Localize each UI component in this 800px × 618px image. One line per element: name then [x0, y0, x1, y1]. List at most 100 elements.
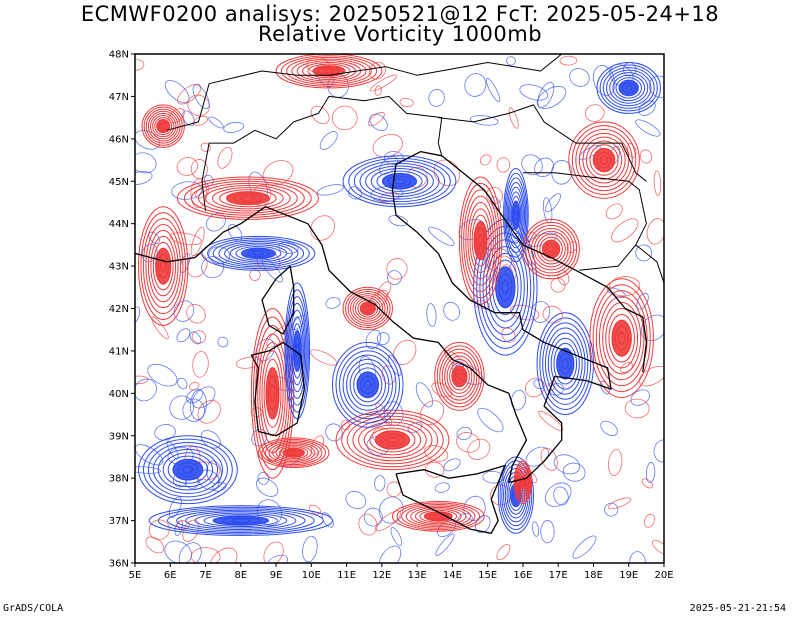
negative-vorticity-feature — [138, 435, 238, 505]
noise-contour — [374, 475, 386, 492]
noise-contour — [190, 389, 207, 421]
noise-contour — [374, 85, 382, 96]
positive-vorticity-feature — [391, 500, 485, 532]
noise-contour — [135, 378, 157, 402]
noise-contour — [505, 232, 523, 243]
noise-contour — [255, 477, 279, 497]
noise-contour — [393, 339, 417, 366]
noise-contour — [209, 547, 238, 563]
noise-contour — [540, 520, 555, 544]
noise-contour — [544, 482, 572, 507]
lat-tick-label: 43N — [109, 262, 129, 273]
lat-tick-label: 46N — [109, 134, 129, 145]
noise-contour — [135, 152, 157, 174]
noise-contour — [369, 74, 398, 92]
noise-contour — [600, 380, 610, 395]
noise-contour — [135, 466, 161, 474]
noise-contour — [187, 94, 210, 117]
noise-contour — [470, 115, 499, 126]
noise-contour — [173, 300, 195, 322]
lon-tick-label: 7E — [199, 570, 212, 581]
noise-contour — [179, 252, 191, 273]
noise-contour — [496, 157, 511, 173]
noise-contour — [639, 149, 653, 164]
negative-vorticity-feature — [331, 341, 404, 428]
map-subtitle: Relative Vorticity 1000mb — [257, 22, 543, 46]
noise-contour — [399, 97, 414, 108]
noise-contour — [325, 297, 341, 309]
noise-contour — [257, 471, 270, 485]
noise-contour — [302, 535, 318, 563]
noise-contour — [386, 258, 408, 280]
noise-contour — [201, 256, 225, 279]
noise-contour — [463, 495, 486, 521]
lon-tick-label: 11E — [337, 570, 356, 581]
positive-vorticity-feature — [335, 409, 450, 471]
noise-contour — [331, 105, 358, 131]
positive-vorticity-feature — [513, 460, 533, 505]
noise-contour — [624, 398, 650, 419]
lon-tick-label: 13E — [408, 570, 427, 581]
noise-contour — [319, 131, 338, 150]
noise-contour — [464, 73, 487, 97]
noise-contour — [611, 218, 639, 243]
lat-tick-label: 36N — [109, 559, 129, 570]
noise-contour — [148, 231, 160, 244]
noise-contour — [135, 59, 145, 71]
noise-contour — [407, 422, 423, 433]
noise-contour — [641, 478, 654, 489]
noise-contour — [363, 507, 383, 527]
plot-area — [135, 54, 664, 563]
noise-contour — [197, 400, 221, 424]
positive-vorticity-feature — [568, 121, 640, 199]
noise-contour — [278, 241, 299, 254]
negative-vorticity-feature — [503, 168, 529, 263]
noise-contour — [559, 55, 578, 66]
noise-contour — [223, 121, 245, 133]
noise-contour — [345, 491, 367, 510]
lon-tick-label: 20E — [654, 570, 673, 581]
coastline — [261, 265, 295, 335]
noise-contour — [435, 533, 455, 556]
noise-contour — [553, 486, 569, 506]
noise-contour — [643, 513, 655, 528]
lon-tick-label: 16E — [513, 570, 532, 581]
noise-contour — [428, 226, 455, 246]
noise-contour — [510, 389, 526, 411]
noise-contour — [496, 544, 511, 561]
noise-contour — [341, 419, 351, 431]
noise-contour — [456, 426, 472, 441]
noise-contour — [191, 330, 207, 344]
noise-contour — [217, 336, 229, 348]
noise-contour — [545, 193, 561, 213]
noise-contour — [648, 75, 664, 98]
noise-contour — [208, 116, 224, 129]
noise-contour — [316, 184, 344, 196]
coastline — [395, 464, 506, 534]
noise-contour — [208, 246, 231, 265]
noise-contour — [189, 331, 202, 345]
negative-vorticity-feature — [148, 505, 333, 536]
noise-contour — [482, 470, 504, 484]
noise-contour — [177, 377, 188, 390]
negative-vorticity-feature — [536, 312, 594, 416]
noise-contour — [367, 111, 385, 127]
noise-contour — [455, 432, 481, 453]
positive-vorticity-feature — [434, 341, 485, 411]
noise-contour — [584, 104, 605, 122]
lat-tick-label: 44N — [109, 219, 129, 230]
noise-contour — [467, 438, 491, 460]
positive-vorticity-feature — [257, 437, 330, 469]
lat-tick-label: 38N — [109, 474, 129, 485]
lat-tick-label: 40N — [109, 389, 129, 400]
noise-contour — [653, 439, 664, 463]
noise-contour — [200, 142, 211, 152]
noise-contour — [190, 226, 205, 257]
country-border — [635, 244, 664, 284]
noise-contour — [154, 424, 176, 441]
noise-contour — [415, 382, 433, 408]
noise-contour — [536, 85, 567, 109]
noise-contour — [534, 157, 554, 178]
noise-contour — [645, 462, 656, 484]
noise-contour — [177, 83, 202, 105]
